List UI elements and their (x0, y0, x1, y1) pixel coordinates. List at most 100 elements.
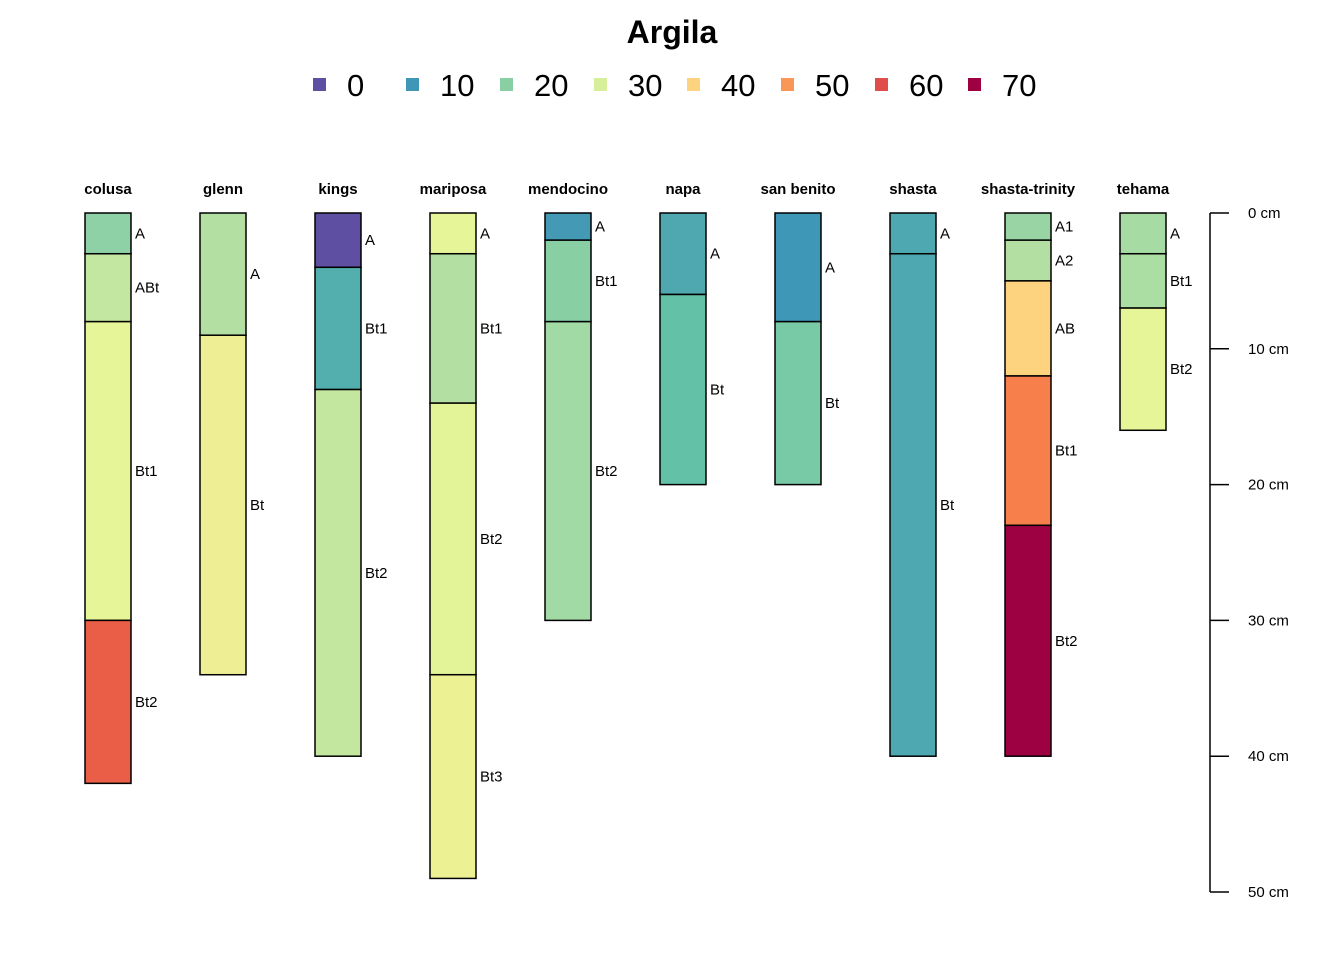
legend-swatch-30 (594, 78, 607, 91)
horizon-san-benito-A (774, 212, 822, 323)
horizon-label-shasta-Bt: Bt (940, 497, 955, 514)
horizon-label-kings-A: A (365, 232, 375, 249)
legend-label-70: 70 (1002, 68, 1036, 103)
horizon-tehama-Bt1 (1119, 252, 1167, 309)
legend-swatch-40 (687, 78, 700, 91)
horizon-label-mariposa-Bt1: Bt1 (480, 320, 503, 337)
horizon-mendocino-A (544, 212, 592, 241)
horizon-shasta-Bt (889, 252, 937, 757)
profile-glenn: glenn A Bt (199, 181, 265, 676)
depth-tick-label-10: 10 cm (1248, 341, 1289, 358)
profile-name-shasta: shasta (889, 181, 937, 198)
horizon-mariposa-A (429, 212, 477, 255)
horizon-label-mendocino-A: A (595, 219, 605, 236)
horizon-label-colusa-A: A (135, 225, 145, 242)
chart-title: Argila (626, 14, 718, 50)
depth-tick-label-20: 20 cm (1248, 477, 1289, 494)
horizon-label-tehama-Bt2: Bt2 (1170, 361, 1193, 378)
horizon-label-napa-Bt: Bt (710, 382, 725, 399)
profile-name-san-benito: san benito (760, 181, 835, 198)
horizon-colusa-A (84, 212, 132, 255)
legend-label-50: 50 (815, 68, 849, 103)
profile-san-benito: san benito A Bt (760, 181, 840, 486)
horizon-label-shasta-A: A (940, 225, 950, 242)
horizon-tehama-Bt2 (1119, 307, 1167, 432)
horizon-label-glenn-A: A (250, 266, 260, 283)
legend-swatch-20 (500, 78, 513, 91)
horizon-label-shasta-trinity-AB: AB (1055, 320, 1075, 337)
profile-kings: kings A Bt1 Bt2 (314, 181, 388, 757)
horizon-colusa-Bt1 (84, 320, 132, 622)
profile-name-napa: napa (665, 181, 701, 198)
horizon-mariposa-Bt2 (429, 402, 477, 676)
horizon-colusa-ABt (84, 252, 132, 323)
depth-tick-label-40: 40 cm (1248, 748, 1289, 765)
legend-label-20: 20 (534, 68, 568, 103)
depth-axis: 0 cm 10 cm 20 cm 30 cm 40 cm 50 cm (1209, 205, 1289, 901)
legend: 0 10 20 30 40 50 60 70 (313, 68, 1036, 103)
horizon-label-tehama-A: A (1170, 225, 1180, 242)
depth-tick-label-30: 30 cm (1248, 612, 1289, 629)
profile-shasta-trinity: shasta-trinity A1 A2 AB Bt1 Bt2 (981, 181, 1078, 757)
profile-name-colusa: colusa (84, 181, 132, 198)
horizon-kings-A (314, 212, 362, 269)
horizon-glenn-A (199, 212, 247, 336)
horizon-label-colusa-Bt2: Bt2 (135, 694, 158, 711)
horizon-label-kings-Bt2: Bt2 (365, 565, 388, 582)
profile-shasta: shasta A Bt (889, 181, 955, 757)
legend-label-40: 40 (721, 68, 755, 103)
horizon-mendocino-Bt2 (544, 320, 592, 622)
horizon-kings-Bt1 (314, 266, 362, 391)
profile-tehama: tehama A Bt1 Bt2 (1117, 181, 1193, 432)
legend-label-10: 10 (440, 68, 474, 103)
horizon-san-benito-Bt (774, 320, 822, 486)
legend-swatch-10 (406, 78, 419, 91)
horizon-shasta-trinity-Bt1 (1004, 375, 1052, 527)
profiles: colusaAABtBt1Bt2glennABtkingsABt1Bt2mari… (84, 181, 1193, 880)
horizon-label-shasta-trinity-Bt2: Bt2 (1055, 633, 1078, 650)
horizon-label-shasta-trinity-A2: A2 (1055, 253, 1073, 270)
horizon-label-san-benito-A: A (825, 259, 835, 276)
profile-name-kings: kings (318, 181, 357, 198)
horizon-colusa-Bt2 (84, 619, 132, 785)
horizon-label-shasta-trinity-Bt1: Bt1 (1055, 443, 1078, 460)
horizon-mariposa-Bt3 (429, 673, 477, 880)
horizon-shasta-trinity-Bt2 (1004, 524, 1052, 757)
horizon-napa-A (659, 212, 707, 296)
depth-tick-label-50: 50 cm (1248, 884, 1289, 901)
legend-swatch-60 (875, 78, 888, 91)
horizon-label-shasta-trinity-A1: A1 (1055, 219, 1073, 236)
horizon-shasta-A (889, 212, 937, 255)
horizon-shasta-trinity-A1 (1004, 212, 1052, 241)
depth-tick-label-0: 0 cm (1248, 205, 1281, 222)
horizon-label-mariposa-Bt2: Bt2 (480, 531, 503, 548)
horizon-glenn-Bt (199, 334, 247, 676)
horizon-label-colusa-Bt1: Bt1 (135, 463, 158, 480)
horizon-label-mendocino-Bt1: Bt1 (595, 273, 618, 290)
profile-name-mariposa: mariposa (420, 181, 487, 198)
profile-name-glenn: glenn (203, 181, 243, 198)
legend-swatch-70 (968, 78, 981, 91)
horizon-napa-Bt (659, 293, 707, 486)
horizon-mendocino-Bt1 (544, 239, 592, 323)
horizon-kings-Bt2 (314, 388, 362, 757)
horizon-label-glenn-Bt: Bt (250, 497, 265, 514)
horizon-label-mariposa-A: A (480, 225, 490, 242)
horizon-label-colusa-ABt: ABt (135, 280, 160, 297)
horizon-shasta-trinity-AB (1004, 280, 1052, 377)
legend-label-60: 60 (909, 68, 943, 103)
legend-swatch-50 (781, 78, 794, 91)
profile-mariposa: mariposa A Bt1 Bt2 Bt3 (420, 181, 503, 880)
horizon-label-tehama-Bt1: Bt1 (1170, 273, 1193, 290)
horizon-label-mendocino-Bt2: Bt2 (595, 463, 618, 480)
profile-colusa: colusa A ABt Bt1 Bt2 (84, 181, 160, 785)
profile-napa: napa A Bt (659, 181, 725, 486)
horizon-label-napa-A: A (710, 246, 720, 263)
profile-name-mendocino: mendocino (528, 181, 608, 198)
profile-name-tehama: tehama (1117, 181, 1170, 198)
legend-swatch-0 (313, 78, 326, 91)
horizon-label-mariposa-Bt3: Bt3 (480, 769, 503, 786)
horizon-label-kings-Bt1: Bt1 (365, 320, 388, 337)
horizon-shasta-trinity-A2 (1004, 239, 1052, 282)
